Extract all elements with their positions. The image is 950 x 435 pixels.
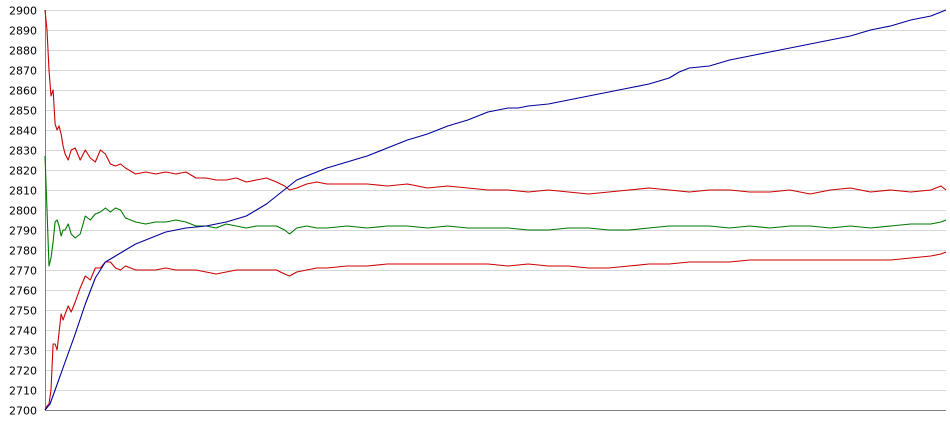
y-tick-label: 2790 [9, 225, 37, 238]
y-tick-label: 2750 [9, 305, 37, 318]
y-tick-label: 2780 [9, 245, 37, 258]
y-tick-label: 2700 [9, 405, 37, 418]
y-tick-label: 2880 [9, 45, 37, 58]
y-tick-label: 2800 [9, 205, 37, 218]
series-line-4 [44, 9, 947, 411]
y-tick-label: 2760 [9, 285, 37, 298]
y-axis-tick-labels: 2700 2710 2720 2730 2740 2750 2760 2770 2780 2790… [9, 5, 37, 418]
plot-series [44, 9, 947, 411]
y-tick-label: 2820 [9, 165, 37, 178]
y-tick-label: 2850 [9, 105, 37, 118]
y-tick-label: 2710 [9, 385, 37, 398]
y-tick-label: 2860 [9, 85, 37, 98]
y-tick-label: 2810 [9, 185, 37, 198]
y-tick-label: 2900 [9, 5, 37, 18]
y-tick-label: 2740 [9, 325, 37, 338]
y-tick-label: 2870 [9, 65, 37, 78]
chart-grid [45, 10, 946, 411]
y-tick-label: 2830 [9, 145, 37, 158]
y-tick-label: 2730 [9, 345, 37, 358]
y-tick-label: 2770 [9, 265, 37, 278]
series-line-1 [44, 9, 947, 195]
series-line-3 [44, 251, 947, 411]
series-line-2 [44, 155, 947, 267]
y-tick-label: 2720 [9, 365, 37, 378]
y-tick-label: 2840 [9, 125, 37, 138]
y-tick-label: 2890 [9, 25, 37, 38]
